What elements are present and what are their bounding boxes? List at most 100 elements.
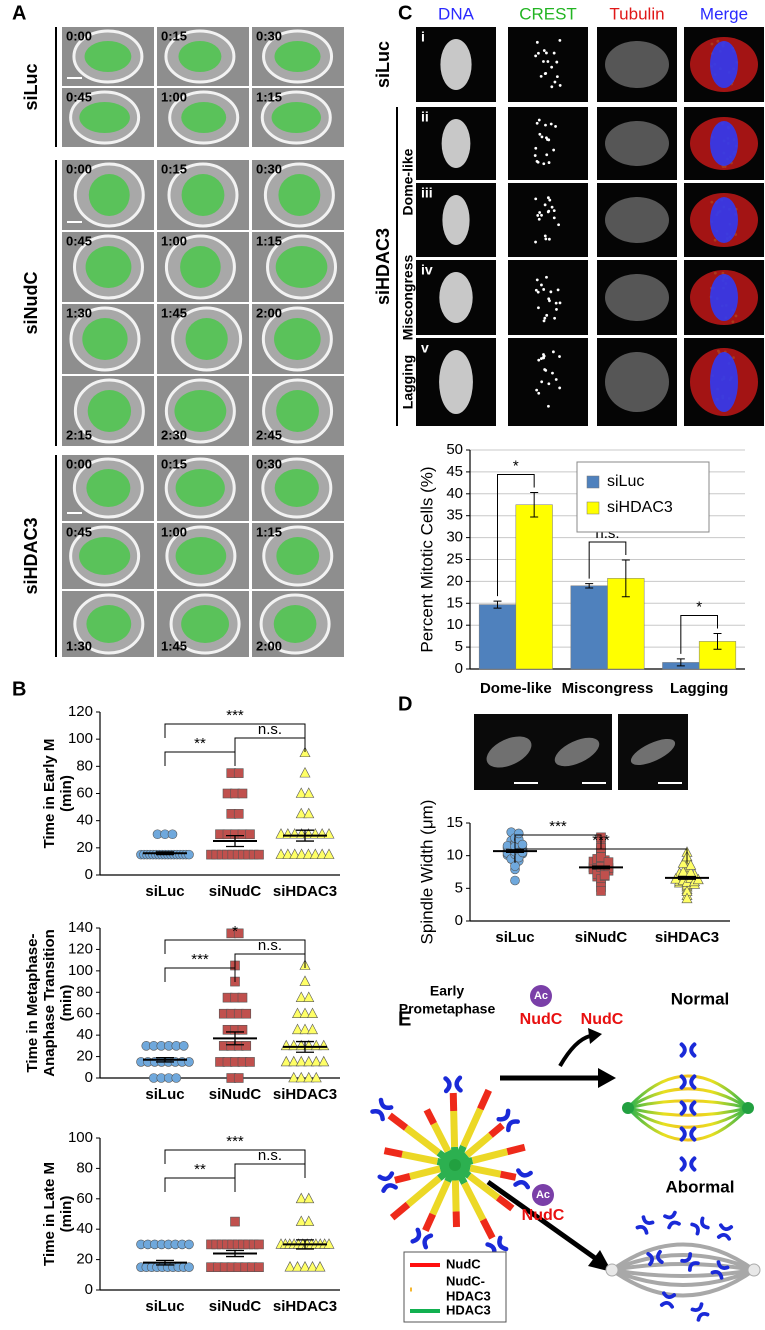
microtubule <box>477 1088 492 1111</box>
kinetochore <box>558 386 562 390</box>
kinetochore <box>555 308 558 311</box>
kinetochore <box>545 313 549 317</box>
x-tick-label: siHDAC3 <box>273 1298 337 1315</box>
microtubule <box>405 1175 442 1208</box>
data-point <box>237 992 248 1003</box>
chromatin <box>82 318 128 360</box>
microtubule <box>460 1107 484 1148</box>
data-point <box>295 1215 307 1226</box>
y-tick-label: 15 <box>446 814 463 831</box>
time-label: 0:00 <box>66 161 92 176</box>
data-point <box>303 1055 315 1067</box>
y-tick-label: 5 <box>455 879 463 896</box>
spindle-fiber <box>626 1074 750 1110</box>
kinetochore <box>552 216 556 220</box>
kinetochore <box>542 288 546 291</box>
data-point <box>167 829 178 840</box>
kinetochore <box>547 297 551 301</box>
chromatin <box>274 469 319 507</box>
chromosome <box>679 1100 697 1116</box>
data-point <box>510 875 520 886</box>
microtubule <box>422 1212 436 1233</box>
significance-label: *** <box>549 818 567 835</box>
data-point <box>299 975 311 986</box>
chromatin <box>271 102 321 133</box>
kinetochore <box>540 135 544 139</box>
kinetochore <box>538 211 542 214</box>
kinetochore <box>535 40 539 44</box>
data-point <box>280 1055 292 1067</box>
y-axis-label: Spindle Width (μm) <box>417 800 436 945</box>
kinetochore <box>554 301 558 305</box>
chromatin <box>274 41 321 72</box>
kinetochore <box>558 84 562 87</box>
acetyl-group <box>530 985 552 1007</box>
chromosome <box>690 1302 710 1322</box>
x-tick-label: siHDAC3 <box>655 929 719 946</box>
y-tick-label: 15 <box>446 594 463 611</box>
micrograph <box>508 183 588 257</box>
chromosome <box>443 1075 463 1094</box>
kinetochore <box>544 237 548 241</box>
kinetochore <box>547 161 551 164</box>
spindle-fiber <box>627 1087 749 1110</box>
phenotype-label: Lagging <box>400 355 416 409</box>
time-label: 1:45 <box>161 305 187 320</box>
y-axis-label: (min) <box>58 775 75 812</box>
significance-label: ** <box>194 735 206 752</box>
significance-bracket <box>588 541 627 579</box>
phenotype-label: Dome-like <box>400 148 416 215</box>
chromatin <box>181 102 227 133</box>
error-bar <box>530 491 539 518</box>
microtubule <box>389 1201 411 1221</box>
kinetochore <box>555 75 559 79</box>
x-tick-label: Lagging <box>670 680 728 697</box>
micrograph <box>508 107 588 180</box>
chromatin <box>180 246 221 288</box>
chromatin <box>276 390 319 432</box>
legend-label: NudC <box>446 1256 481 1271</box>
time-label: 0:45 <box>66 524 92 539</box>
significance-bracket <box>164 1177 236 1192</box>
data-point <box>295 1192 307 1204</box>
y-tick-label: 120 <box>68 703 93 720</box>
chromatin <box>278 174 321 216</box>
kinetochore <box>540 213 543 217</box>
row-numeral: i <box>421 29 425 45</box>
kinetochore <box>534 146 538 150</box>
spindle <box>605 274 669 321</box>
chromatin <box>79 537 131 575</box>
dna <box>441 119 471 168</box>
error-bar <box>676 658 685 667</box>
y-tick-label: 40 <box>76 812 93 829</box>
kinetochore <box>542 355 545 359</box>
y-tick-label: 100 <box>68 1129 93 1146</box>
data-point <box>303 1215 315 1226</box>
chromosome <box>679 1074 697 1090</box>
microtubule <box>488 1122 505 1138</box>
group-label: siHDAC3 <box>373 228 393 305</box>
kinetochore <box>534 197 538 201</box>
dna <box>439 272 473 323</box>
kinetochore <box>534 54 538 58</box>
data-point <box>233 768 244 778</box>
chromosome <box>410 1227 434 1250</box>
x-tick-label: siHDAC3 <box>273 1086 337 1103</box>
time-label: 1:00 <box>161 524 187 539</box>
data-point <box>295 807 307 819</box>
data-point <box>310 1055 322 1067</box>
error-bar <box>296 1040 314 1053</box>
time-label: 1:15 <box>256 89 282 104</box>
chromosome <box>646 1249 664 1267</box>
legend-box <box>576 461 710 533</box>
spindle-fiber <box>627 1099 749 1110</box>
kinetochore <box>546 210 550 214</box>
panel-letter: B <box>12 678 26 700</box>
kinetochore <box>545 51 548 55</box>
data-point <box>323 848 335 859</box>
data-point <box>233 928 244 939</box>
kinetochore <box>544 123 547 127</box>
chromosome <box>496 1108 520 1133</box>
centrosome <box>742 1102 754 1114</box>
